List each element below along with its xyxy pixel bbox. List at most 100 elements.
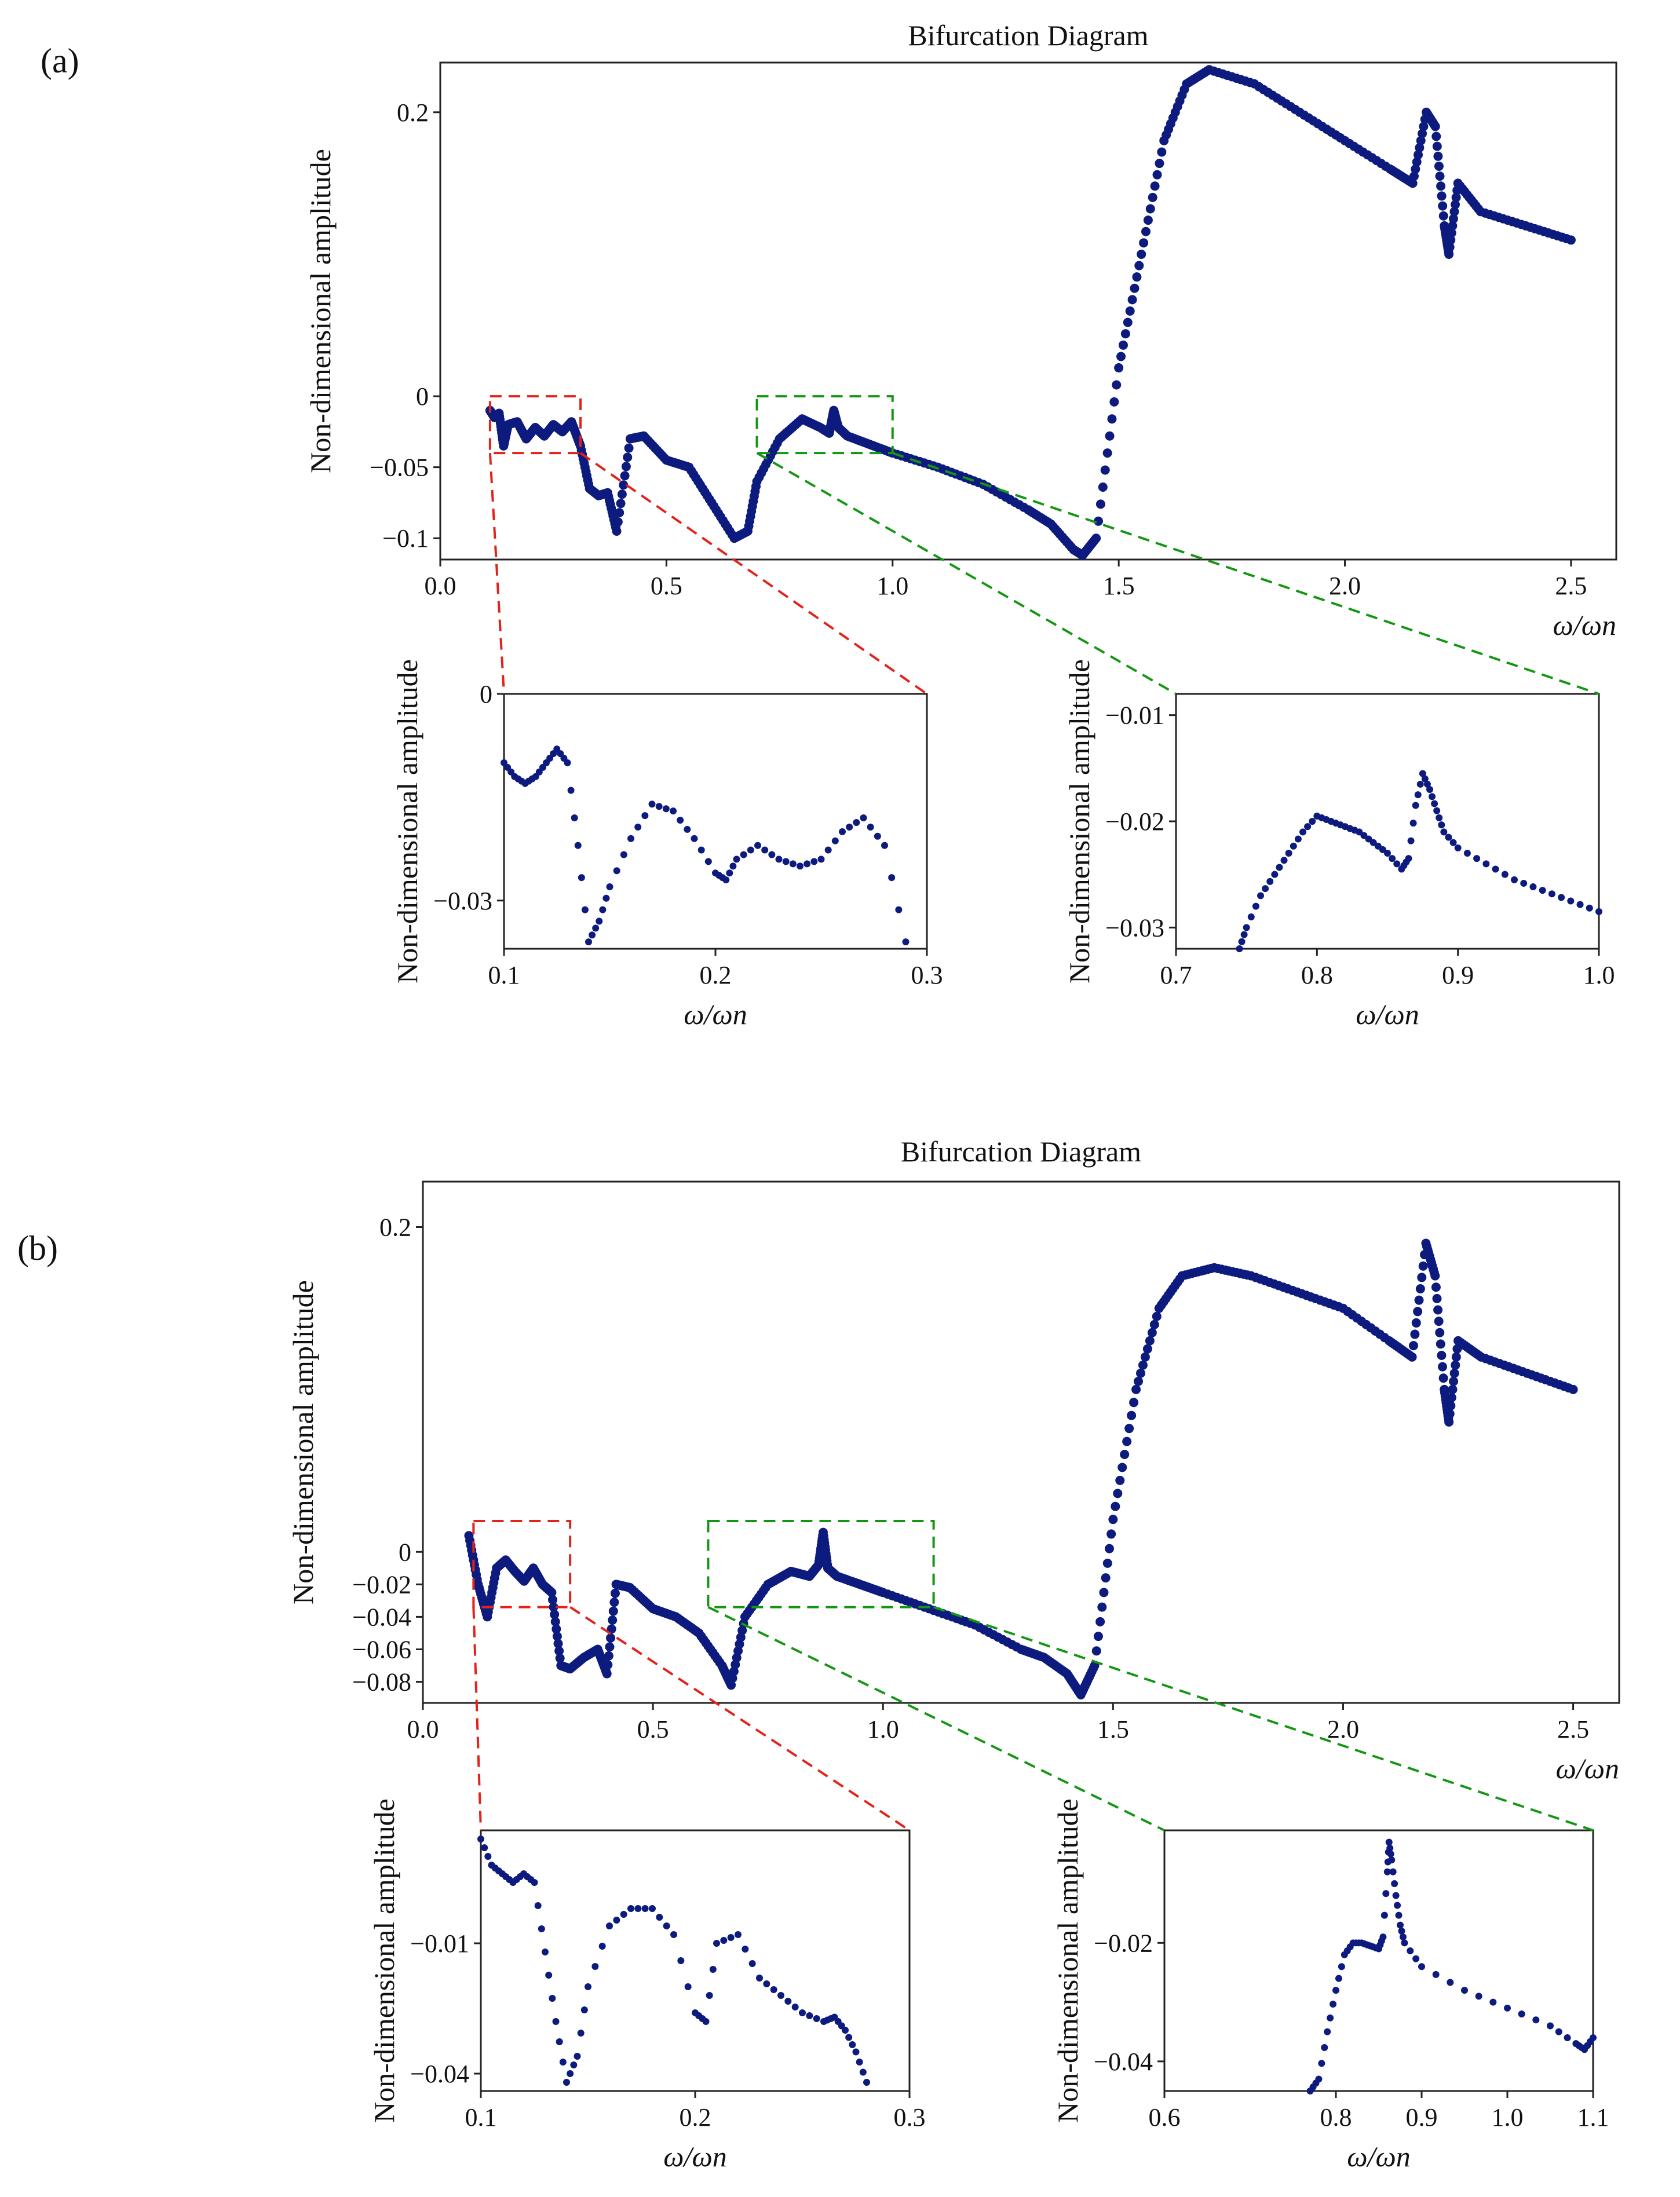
data-point <box>1112 380 1122 390</box>
data-point <box>881 842 888 849</box>
data-point <box>1446 235 1456 245</box>
data-point <box>1415 1284 1425 1294</box>
y-tick-label: −0.04 <box>1094 2048 1153 2076</box>
y-tick-label: −0.04 <box>410 2060 469 2088</box>
x-tick-label: 0.8 <box>1301 961 1333 989</box>
y-tick-label: −0.04 <box>352 1603 411 1631</box>
chart-title: Bifurcation Diagram <box>908 19 1148 52</box>
data-point <box>1412 1955 1420 1962</box>
data-point <box>684 1983 692 1990</box>
data-point <box>552 1624 561 1634</box>
data-point <box>634 1905 642 1912</box>
data-point <box>1504 2004 1511 2012</box>
data-point <box>1423 780 1431 788</box>
x-tick-label: 1.0 <box>1583 961 1615 989</box>
data-point <box>1419 122 1429 131</box>
data-point <box>1382 1890 1390 1898</box>
data-point <box>1276 864 1283 871</box>
data-point <box>570 2061 578 2068</box>
x-tick-label: 0.1 <box>488 961 520 989</box>
x-tick-label: 2.5 <box>1555 572 1587 600</box>
zoom-connector-green <box>707 1606 1165 1832</box>
data-point <box>1436 1339 1445 1349</box>
data-point <box>538 1925 545 1932</box>
data-point <box>1243 924 1250 931</box>
data-point <box>603 1660 613 1670</box>
chart-b-main: Bifurcation Diagram 0.0 0.5 1.0 1.5 2.0 2.5 0.2… <box>287 1135 1620 1785</box>
data-point <box>1280 857 1288 864</box>
data-point <box>813 2015 820 2022</box>
data-point <box>549 1995 556 2002</box>
data-point <box>1448 221 1458 231</box>
data-point <box>1463 850 1471 857</box>
data-point <box>1564 2034 1571 2041</box>
data-point <box>761 846 769 854</box>
data-point <box>1418 1963 1425 1971</box>
data-point <box>806 2012 813 2019</box>
data-point <box>1332 1987 1339 1994</box>
data-point <box>1445 1409 1455 1419</box>
data-point <box>610 1588 620 1598</box>
data-point <box>1150 181 1160 191</box>
data-point <box>704 858 712 865</box>
data-point <box>782 858 790 865</box>
data-point <box>1432 1293 1442 1303</box>
data-point <box>1433 807 1441 814</box>
chart-title: Bifurcation Diagram <box>901 1135 1141 1168</box>
data-point <box>1139 238 1149 248</box>
data-point <box>1595 908 1602 915</box>
data-point <box>1379 1933 1387 1941</box>
data-point <box>733 856 740 863</box>
zoom-connector-red <box>488 453 505 694</box>
data-point <box>589 931 596 939</box>
data-point <box>592 924 600 932</box>
x-tick-label: 0.2 <box>700 961 732 989</box>
data-point <box>1130 283 1140 293</box>
chart-a-main: Bifurcation Diagram 0.0 0.5 1.0 1.5 2.0 2.5 0.2… <box>304 19 1617 641</box>
x-tick-label: 0.6 <box>1149 2103 1181 2132</box>
y-tick-label: 0.2 <box>379 1213 411 1242</box>
data-point <box>1113 1489 1123 1498</box>
y-tick-label: 0 <box>416 382 429 411</box>
data-point <box>602 1669 612 1679</box>
data-point <box>554 1646 564 1656</box>
data-point <box>691 835 698 842</box>
data-point <box>1389 1868 1397 1876</box>
data-point <box>613 1917 620 1924</box>
data-point <box>1432 1971 1440 1978</box>
data-point <box>842 2027 849 2034</box>
data-point <box>1451 192 1461 202</box>
zoom-connector-green <box>892 452 1599 695</box>
data-point <box>709 1966 717 1973</box>
data-point <box>777 1992 784 1999</box>
data-point <box>623 452 633 462</box>
data-point <box>756 1975 763 1982</box>
data-point <box>602 894 610 902</box>
data-point <box>670 807 677 815</box>
data-point <box>817 856 825 863</box>
x-axis-label: ω/ωn <box>1347 2140 1411 2173</box>
y-tick-label: −0.1 <box>382 524 429 553</box>
data-point <box>1240 931 1248 938</box>
data-point <box>663 1922 670 1929</box>
data-point <box>1097 1602 1107 1612</box>
data-point <box>1123 317 1133 327</box>
data-point <box>1411 1318 1421 1328</box>
data-point <box>617 489 627 499</box>
data-point <box>1091 533 1101 543</box>
data-point <box>616 499 626 509</box>
data-point <box>563 2079 570 2086</box>
zoom-box-red <box>488 395 582 455</box>
data-point <box>831 837 839 845</box>
data-point <box>1122 1436 1132 1446</box>
data-point <box>1315 2075 1323 2083</box>
y-tick-label: −0.02 <box>1105 807 1164 836</box>
data-point <box>768 851 776 858</box>
y-tick-label: −0.01 <box>410 1929 469 1958</box>
data-point <box>549 1602 558 1612</box>
data-point <box>606 1633 616 1643</box>
data-point <box>1518 2010 1525 2018</box>
data-point <box>1409 820 1417 827</box>
data-point <box>574 842 582 849</box>
